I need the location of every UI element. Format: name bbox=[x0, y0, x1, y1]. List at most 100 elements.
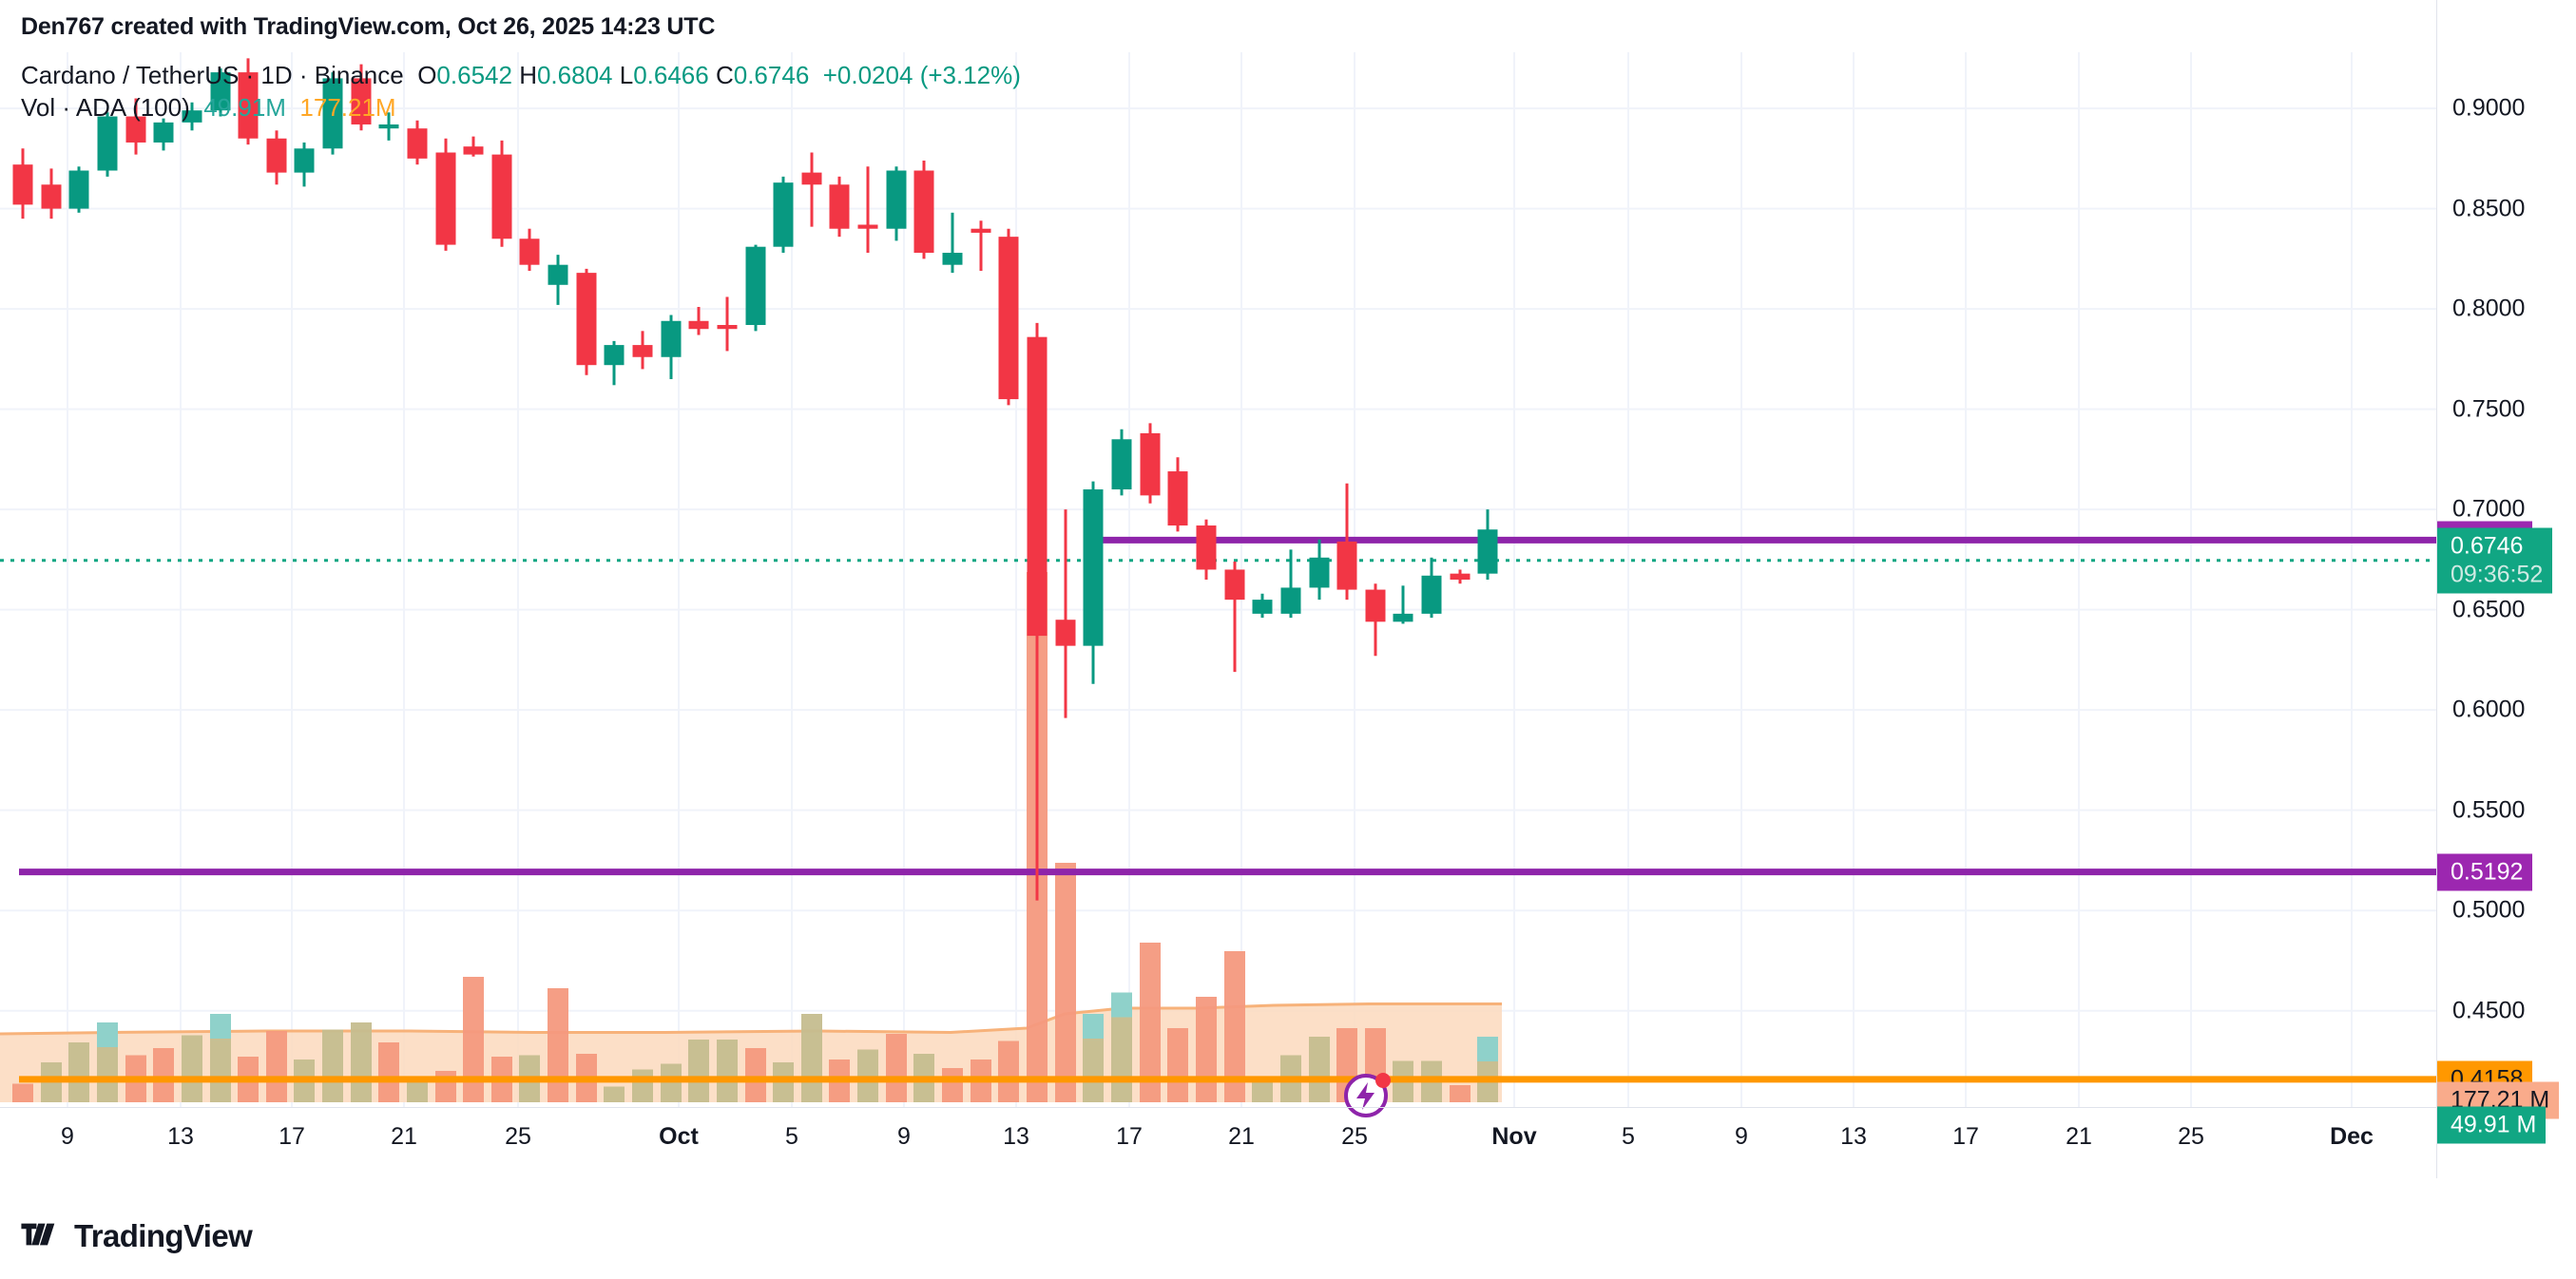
candle-body bbox=[1140, 432, 1161, 496]
candle-body bbox=[12, 164, 33, 205]
time-axis-tick: 25 bbox=[2178, 1123, 2204, 1150]
chart-canvas bbox=[0, 52, 2436, 1107]
candle-body bbox=[1027, 336, 1048, 637]
time-axis-tick: 13 bbox=[167, 1123, 194, 1150]
candle-body bbox=[773, 182, 794, 247]
candle-body bbox=[153, 122, 174, 143]
time-axis[interactable]: 9 13 17 21 25 Oct 5 9 13 17 21 25 Nov 5 9 13 17 21 25 Dec bbox=[0, 1107, 2436, 1164]
candle-body bbox=[886, 170, 907, 229]
candle-body bbox=[1167, 471, 1188, 526]
volume-bar bbox=[942, 1068, 963, 1102]
volume-bar bbox=[1196, 997, 1217, 1102]
price-axis-tick: 0.7500 bbox=[2452, 395, 2526, 423]
candle-body bbox=[407, 128, 428, 159]
candle-body bbox=[998, 237, 1019, 400]
time-axis-tick: 9 bbox=[1735, 1123, 1748, 1150]
candle-body bbox=[97, 116, 118, 171]
candle-body bbox=[463, 146, 484, 155]
time-axis-tick: Oct bbox=[659, 1123, 699, 1150]
time-axis-tick: 17 bbox=[1952, 1123, 1979, 1150]
candle-body bbox=[1421, 575, 1442, 614]
lightning-bolt-icon[interactable] bbox=[1342, 1066, 1395, 1124]
volume-bar bbox=[463, 977, 484, 1102]
volume-bar bbox=[688, 1040, 709, 1102]
candle-body bbox=[491, 154, 512, 239]
volume-bar bbox=[886, 1034, 907, 1102]
candle-body bbox=[1309, 557, 1330, 588]
time-axis-tick: Dec bbox=[2330, 1123, 2374, 1150]
time-axis-tick: 25 bbox=[1341, 1123, 1368, 1150]
chart-plot-area[interactable] bbox=[0, 52, 2436, 1107]
candle-body bbox=[1252, 600, 1273, 614]
volume-bar bbox=[1111, 992, 1132, 1102]
time-axis-tick: 13 bbox=[1003, 1123, 1029, 1150]
volume-bar bbox=[604, 1086, 625, 1102]
volume-bar bbox=[801, 1014, 822, 1102]
volume-bar bbox=[548, 988, 568, 1102]
volume-bar bbox=[857, 1049, 878, 1102]
candle-body bbox=[41, 184, 62, 209]
price-axis-tick: 0.5000 bbox=[2452, 896, 2526, 924]
attribution-text: Den767 created with TradingView.com, Oct… bbox=[21, 13, 716, 40]
tradingview-brand: TradingView bbox=[21, 1218, 253, 1254]
volume-bar bbox=[1450, 1085, 1471, 1102]
candle-body bbox=[519, 239, 540, 265]
price-badge-value: 49.91 M bbox=[2451, 1111, 2537, 1138]
candle-body bbox=[913, 170, 934, 254]
volume-bar bbox=[68, 1042, 89, 1102]
volume-bar bbox=[1167, 1028, 1188, 1102]
volume-bar bbox=[407, 1077, 428, 1102]
candle-body bbox=[1477, 529, 1498, 574]
time-axis-tick: Nov bbox=[1491, 1123, 1537, 1150]
brand-name: TradingView bbox=[74, 1218, 253, 1253]
candle-body bbox=[378, 124, 399, 129]
price-axis-tick: 0.8000 bbox=[2452, 295, 2526, 322]
candle-body bbox=[1450, 573, 1471, 580]
time-axis-tick: 21 bbox=[2066, 1123, 2092, 1150]
vertical-gridlines bbox=[67, 52, 2353, 1107]
time-axis-tick: 17 bbox=[1116, 1123, 1143, 1150]
volume-bar-highlight bbox=[1477, 1037, 1498, 1061]
candle-body bbox=[942, 253, 963, 265]
price-axis-tick: 0.9000 bbox=[2452, 94, 2526, 122]
volume-bar bbox=[435, 1071, 456, 1102]
volume-bar bbox=[1140, 943, 1161, 1102]
candle-body bbox=[1083, 489, 1104, 646]
volume-bar bbox=[1309, 1037, 1330, 1102]
candle-body bbox=[1111, 439, 1132, 490]
candle-body bbox=[210, 72, 231, 111]
price-badge-last-price[interactable]: 0.6746 09:36:52 bbox=[2437, 527, 2553, 594]
volume-bar bbox=[378, 1042, 399, 1102]
candle-body bbox=[322, 78, 343, 149]
candle-body bbox=[1336, 541, 1357, 590]
time-axis-tick: 9 bbox=[897, 1123, 911, 1150]
price-badge-value: 0.5192 bbox=[2451, 858, 2524, 886]
time-axis-tick: 13 bbox=[1840, 1123, 1867, 1150]
price-badge-volume-last[interactable]: 49.91 M bbox=[2437, 1106, 2547, 1144]
candle-body bbox=[548, 264, 568, 285]
price-axis-tick: 0.5500 bbox=[2452, 796, 2526, 824]
volume-bar bbox=[1252, 1078, 1273, 1102]
volume-bar bbox=[998, 1040, 1019, 1102]
price-badge-countdown: 09:36:52 bbox=[2451, 561, 2544, 588]
volume-bar bbox=[12, 1083, 33, 1102]
volume-bar-highlight bbox=[210, 1014, 231, 1039]
candle-body bbox=[971, 228, 991, 233]
candle-body bbox=[717, 324, 738, 330]
price-axis-tick: 0.4500 bbox=[2452, 997, 2526, 1024]
volume-bar-highlight bbox=[1083, 1014, 1104, 1039]
candle-body bbox=[182, 110, 202, 123]
price-axis-tick: 0.7000 bbox=[2452, 495, 2526, 523]
candle-body bbox=[266, 138, 287, 173]
time-axis-tick: 5 bbox=[785, 1123, 798, 1150]
price-axis[interactable]: 0.9000 0.8500 0.8000 0.7500 0.7000 0.6500 0.60… bbox=[2436, 0, 2576, 1178]
volume-bar bbox=[182, 1035, 202, 1102]
volume-bar-highlight bbox=[1111, 992, 1132, 1018]
candle-body bbox=[238, 72, 259, 139]
volume-bar bbox=[153, 1048, 174, 1102]
volume-bar bbox=[351, 1022, 372, 1102]
price-badge-support-level[interactable]: 0.5192 bbox=[2437, 853, 2533, 891]
time-axis-tick: 25 bbox=[505, 1123, 531, 1150]
candle-body bbox=[294, 148, 315, 173]
